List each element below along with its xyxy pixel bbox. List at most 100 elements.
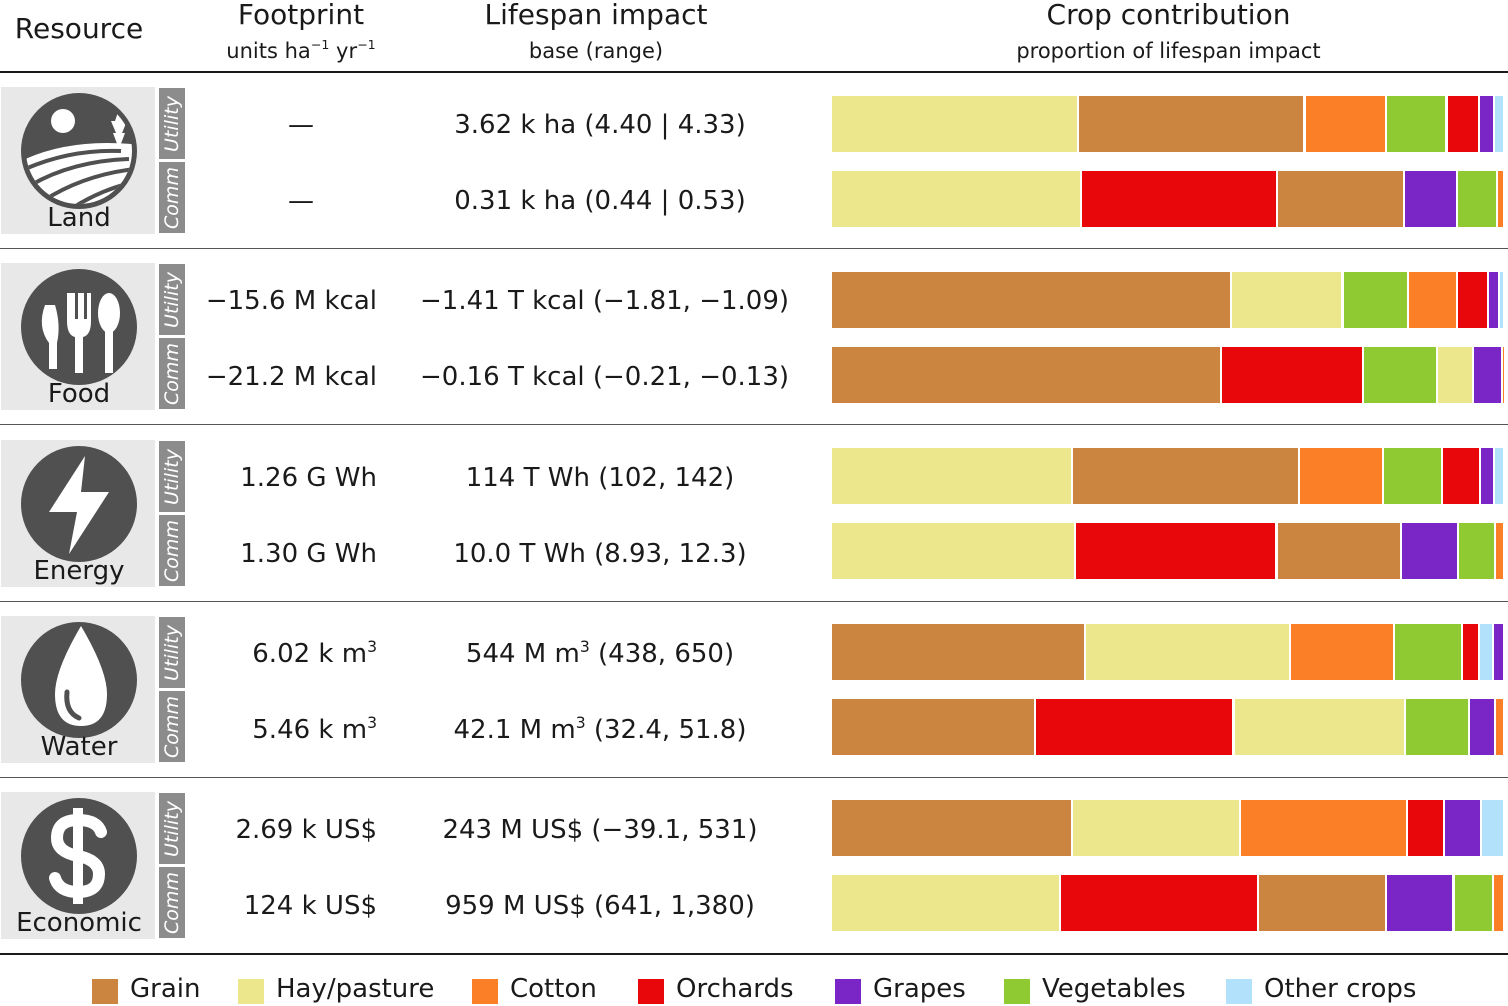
utility-tab: Utility xyxy=(159,88,185,159)
bar-segment-vegetables xyxy=(1386,96,1446,152)
bar-segment-grapes xyxy=(1480,96,1493,152)
bar-segment-grain xyxy=(1078,96,1304,152)
legend-swatch xyxy=(835,979,861,1004)
bar-segment-hay-pasture xyxy=(1085,624,1289,680)
lifespan-header-title: Lifespan impact xyxy=(484,0,708,31)
bar-segment-grapes xyxy=(1488,272,1498,328)
bar-segment-orchards xyxy=(1075,523,1276,579)
bar-segment-cotton xyxy=(1496,523,1503,579)
bar-segment-other-crops xyxy=(1482,800,1503,856)
section-divider xyxy=(0,248,1508,249)
bar-segment-grapes xyxy=(1402,523,1458,579)
footprint-value: 6.02 k m3 xyxy=(252,637,377,669)
footprint-header-title: Footprint xyxy=(237,0,365,31)
comm-tab: Comm xyxy=(159,162,185,233)
lifespan-value: 959 M US$ (641, 1,380) xyxy=(445,891,755,921)
bar-segment-hay-pasture xyxy=(832,96,1077,152)
energy-icon xyxy=(21,446,137,562)
bar-segment-orchards xyxy=(1035,699,1233,755)
bar-segment-grapes xyxy=(1480,448,1493,504)
bar-segment-hay-pasture xyxy=(1234,699,1405,755)
bar-segment-cotton xyxy=(1241,800,1407,856)
comm-tab: Comm xyxy=(159,515,185,586)
crop-bar xyxy=(832,624,1505,680)
crop-bar xyxy=(832,448,1505,504)
footprint-value: 2.69 k US$ xyxy=(235,815,377,845)
bar-segment-orchards xyxy=(1408,800,1444,856)
footprint-value: 1.26 G Wh xyxy=(240,463,377,493)
resource-tile-water: Water xyxy=(1,616,155,763)
bar-segment-orchards xyxy=(1443,448,1479,504)
bar-segment-cotton xyxy=(1305,96,1385,152)
lifespan-value: 42.1 M m3 (32.4, 51.8) xyxy=(453,713,747,745)
section-divider xyxy=(0,777,1508,778)
lifespan-header-sub: base (range) xyxy=(528,39,664,63)
bar-segment-grain xyxy=(832,624,1084,680)
bar-segment-cotton xyxy=(1291,624,1394,680)
crop-bar xyxy=(832,699,1505,755)
resource-header: Resource xyxy=(0,14,158,44)
bar-segment-orchards xyxy=(1447,96,1478,152)
bar-segment-hay-pasture xyxy=(832,171,1081,227)
lifespan-value: 0.31 k ha (0.44 | 0.53) xyxy=(454,186,746,216)
lifespan-header: Lifespan impact base (range) xyxy=(420,0,772,64)
bar-segment-cotton xyxy=(1503,347,1504,403)
resource-tile-land: Land xyxy=(1,87,155,234)
footprint-header: Footprint units ha−1 yr−1 xyxy=(190,0,412,64)
land-icon xyxy=(21,93,137,209)
crop-bar xyxy=(832,800,1505,856)
food-icon xyxy=(21,269,137,385)
lifespan-value: 114 T Wh (102, 142) xyxy=(465,463,735,493)
footer-rule xyxy=(0,953,1508,955)
lifespan-value: −1.41 T kcal (−1.81, −1.09) xyxy=(420,286,790,316)
footprint-value: −21.2 M kcal xyxy=(205,362,377,392)
footprint-value: 124 k US$ xyxy=(243,891,377,921)
bar-segment-vegetables xyxy=(1457,171,1497,227)
legend-label: Vegetables xyxy=(1042,974,1186,1004)
bar-segment-cotton xyxy=(1495,699,1503,755)
bar-segment-orchards xyxy=(1457,272,1487,328)
bar-segment-cotton xyxy=(1498,171,1503,227)
legend-swatch xyxy=(472,979,498,1004)
lifespan-value: −0.16 T kcal (−0.21, −0.13) xyxy=(420,362,790,392)
footprint-value: — xyxy=(288,110,314,140)
bar-segment-vegetables xyxy=(1406,699,1468,755)
resource-label: Energy xyxy=(33,556,125,586)
utility-tab: Utility xyxy=(159,617,185,688)
bar-segment-grain xyxy=(1277,171,1404,227)
bar-segment-grain xyxy=(832,699,1034,755)
lifespan-value: 243 M US$ (−39.1, 531) xyxy=(442,815,758,845)
lifespan-value: 10.0 T Wh (8.93, 12.3) xyxy=(453,539,747,569)
resource-tile-energy: Energy xyxy=(1,440,155,587)
bar-segment-hay-pasture xyxy=(1437,347,1472,403)
bar-segment-orchards xyxy=(1082,171,1276,227)
bar-segment-cotton xyxy=(1493,875,1503,931)
resource-tile-food: Food xyxy=(1,263,155,410)
crop-bar xyxy=(832,96,1505,152)
resource-label: Land xyxy=(47,203,111,233)
bar-segment-grapes xyxy=(1470,699,1494,755)
utility-tab: Utility xyxy=(159,793,185,864)
crop-bar xyxy=(832,875,1505,931)
bar-segment-grapes xyxy=(1445,800,1481,856)
bar-segment-hay-pasture xyxy=(1232,272,1342,328)
bar-segment-vegetables xyxy=(1363,347,1436,403)
bar-segment-vegetables xyxy=(1383,448,1442,504)
bar-segment-grain xyxy=(832,800,1071,856)
footprint-value: −15.6 M kcal xyxy=(205,286,377,316)
bar-segment-grain xyxy=(832,272,1231,328)
bar-segment-hay-pasture xyxy=(832,448,1071,504)
crop-bar xyxy=(832,523,1505,579)
bar-segment-grapes xyxy=(1493,624,1503,680)
crop-bar xyxy=(832,272,1505,328)
legend-label: Grain xyxy=(130,974,201,1004)
bar-segment-other-crops xyxy=(1480,624,1492,680)
crop-bar xyxy=(832,171,1505,227)
bar-segment-other-crops xyxy=(1499,272,1503,328)
resource-label: Economic xyxy=(16,908,142,938)
lifespan-value: 544 M m3 (438, 650) xyxy=(465,637,735,669)
legend-swatch xyxy=(1226,979,1252,1004)
bar-segment-vegetables xyxy=(1343,272,1407,328)
legend-swatch xyxy=(638,979,664,1004)
legend-swatch xyxy=(238,979,264,1004)
